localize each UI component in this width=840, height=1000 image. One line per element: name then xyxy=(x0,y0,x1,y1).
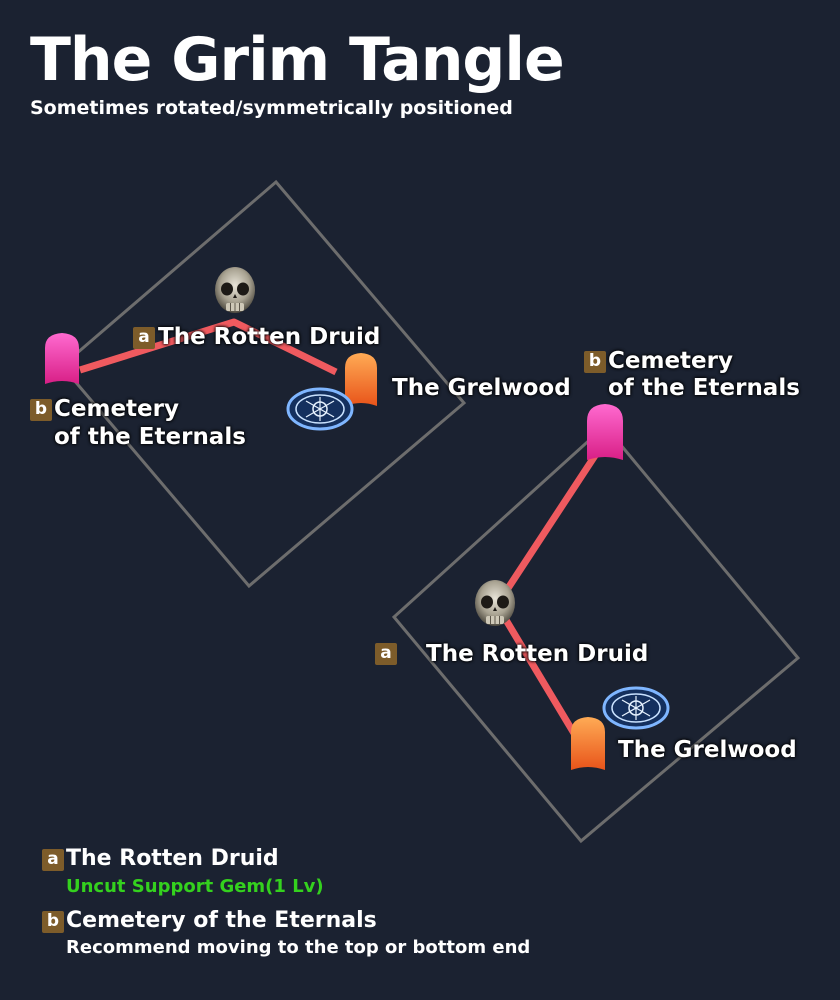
waypoint-portal-icon xyxy=(286,387,354,431)
target-label-line1: Cemetery xyxy=(54,396,179,422)
target-label-line2: of the Eternals xyxy=(608,375,800,401)
orange-waypoint-icon xyxy=(345,353,377,406)
skull-icon xyxy=(215,267,255,313)
legend-title-a: The Rotten Druid xyxy=(66,846,279,871)
exit-label: The Grelwood xyxy=(618,737,797,763)
marker-badge-a: a xyxy=(133,327,155,349)
map-layout-b xyxy=(391,404,801,844)
marker-badge-b: b xyxy=(584,351,606,373)
boss-label: The Rotten Druid xyxy=(426,641,649,667)
boss-label: The Rotten Druid xyxy=(158,324,381,350)
legend-title-b: Cemetery of the Eternals xyxy=(66,908,377,933)
legend-badge-b: b xyxy=(42,911,64,933)
route-path xyxy=(493,443,605,737)
target-label-line1: Cemetery xyxy=(608,348,733,374)
pink-waypoint-icon xyxy=(45,333,79,384)
skull-icon xyxy=(475,580,515,626)
target-label-line2: of the Eternals xyxy=(54,424,246,450)
marker-badge-b: b xyxy=(30,399,52,421)
legend-detail-b: Recommend moving to the top or bottom en… xyxy=(66,937,531,958)
orange-waypoint-icon xyxy=(571,717,605,770)
marker-badge-a: a xyxy=(375,643,397,665)
legend-badge-a: a xyxy=(42,849,64,871)
map-layout-a xyxy=(45,179,467,589)
page-title: The Grim Tangle xyxy=(30,25,565,95)
page-subtitle: Sometimes rotated/symmetrically position… xyxy=(30,97,513,119)
map-outline xyxy=(391,423,801,844)
map-outline xyxy=(59,179,467,589)
waypoint-portal-icon xyxy=(602,686,670,730)
exit-label: The Grelwood xyxy=(392,375,571,401)
pink-waypoint-icon xyxy=(587,404,623,460)
legend-detail-a: Uncut Support Gem(1 Lv) xyxy=(66,876,324,897)
route-path xyxy=(78,318,338,376)
